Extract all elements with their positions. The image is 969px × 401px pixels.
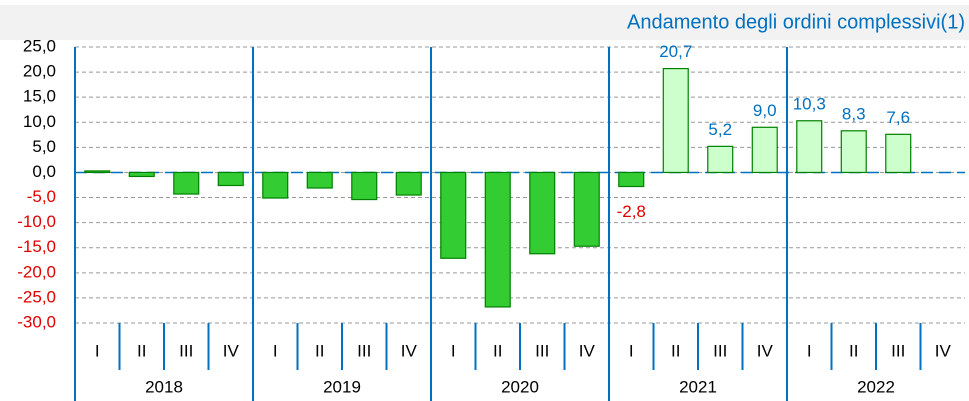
x-tick-label: III [891, 341, 905, 360]
y-tick-label: -10,0 [17, 212, 56, 231]
x-tick-label: II [137, 341, 146, 360]
y-tick-label: 5,0 [32, 137, 56, 156]
x-tick-label: II [315, 341, 324, 360]
x-tick-label: IV [579, 341, 596, 360]
x-tick-label: I [629, 341, 634, 360]
data-label: 20,7 [659, 42, 692, 61]
x-tick-label: I [95, 341, 100, 360]
data-label: 8,3 [842, 104, 866, 123]
data-label: 7,6 [886, 108, 910, 127]
group-label: 2018 [145, 377, 183, 396]
x-tick-label: II [849, 341, 858, 360]
x-tick-label: III [179, 341, 193, 360]
y-tick-label: -15,0 [17, 237, 56, 256]
bar [84, 170, 111, 174]
bar [351, 171, 378, 201]
y-tick-label: -5,0 [27, 187, 56, 206]
bar [840, 130, 867, 174]
bar [885, 133, 912, 174]
y-tick-label: -20,0 [17, 262, 56, 281]
bar [306, 171, 333, 189]
bar [128, 171, 155, 178]
x-tick-label: III [357, 341, 371, 360]
y-tick-label: 20,0 [23, 62, 56, 81]
x-tick-label: III [713, 341, 727, 360]
bar [751, 126, 778, 174]
x-tick-label: IV [935, 341, 952, 360]
bar [618, 171, 645, 188]
bar [173, 171, 200, 195]
data-label: -2,8 [617, 202, 646, 221]
y-tick-label: 10,0 [23, 112, 56, 131]
x-tick-label: IV [223, 341, 240, 360]
data-label: 9,0 [753, 101, 777, 120]
x-tick-label: I [451, 341, 456, 360]
bar [796, 120, 823, 174]
y-tick-label: 0,0 [32, 162, 56, 181]
x-tick-label: I [807, 341, 812, 360]
x-tick-label: IV [401, 341, 418, 360]
bar [662, 67, 689, 174]
data-label: 5,2 [708, 120, 732, 139]
y-tick-label: 15,0 [23, 87, 56, 106]
bar [217, 171, 244, 187]
bar [262, 171, 289, 199]
bar [529, 171, 556, 255]
y-tick-label: -30,0 [17, 312, 56, 331]
title-bar [0, 5, 969, 40]
y-tick-label: 25,0 [23, 36, 56, 55]
x-tick-label: II [493, 341, 502, 360]
group-label: 2022 [857, 377, 895, 396]
x-tick-label: I [273, 341, 278, 360]
group-label: 2020 [501, 377, 539, 396]
x-tick-label: II [671, 341, 680, 360]
group-label: 2021 [679, 377, 717, 396]
y-tick-label: -25,0 [17, 287, 56, 306]
data-label: 10,3 [793, 94, 826, 113]
bar [440, 171, 467, 259]
group-label: 2019 [323, 377, 361, 396]
bar [573, 171, 600, 247]
x-tick-label: IV [757, 341, 774, 360]
x-tick-label: III [535, 341, 549, 360]
bar [707, 145, 734, 174]
bar [395, 171, 422, 196]
bar [484, 171, 511, 308]
chart-title: Andamento degli ordini complessivi(1) [627, 11, 965, 33]
